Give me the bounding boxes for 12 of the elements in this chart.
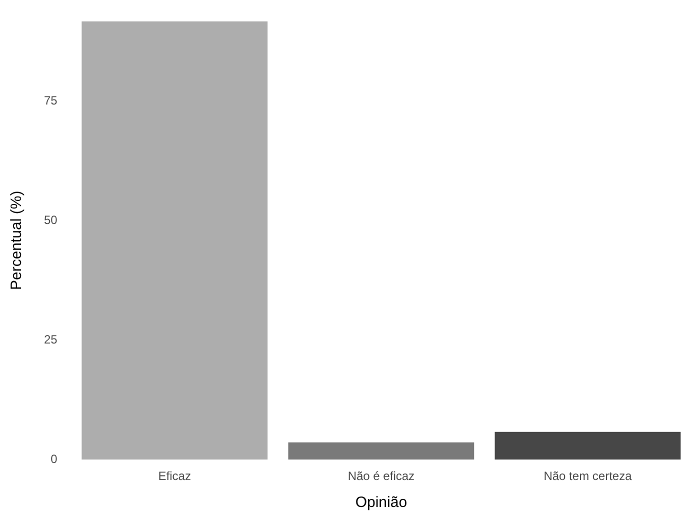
x-tick-label: Não é eficaz: [348, 469, 415, 484]
y-tick-label: 50: [44, 212, 58, 227]
x-tick-label: Eficaz: [158, 469, 191, 484]
y-tick-label: 75: [44, 93, 58, 108]
bar: [494, 432, 681, 460]
bar: [288, 442, 474, 460]
y-tick-label: 0: [50, 452, 58, 466]
bar: [82, 21, 268, 460]
x-tick-label: Não tem certeza: [544, 469, 632, 484]
y-tick-label: 25: [44, 332, 58, 346]
y-axis-title: Percentual (%): [8, 190, 26, 290]
x-axis-title: Opinião: [355, 494, 408, 512]
